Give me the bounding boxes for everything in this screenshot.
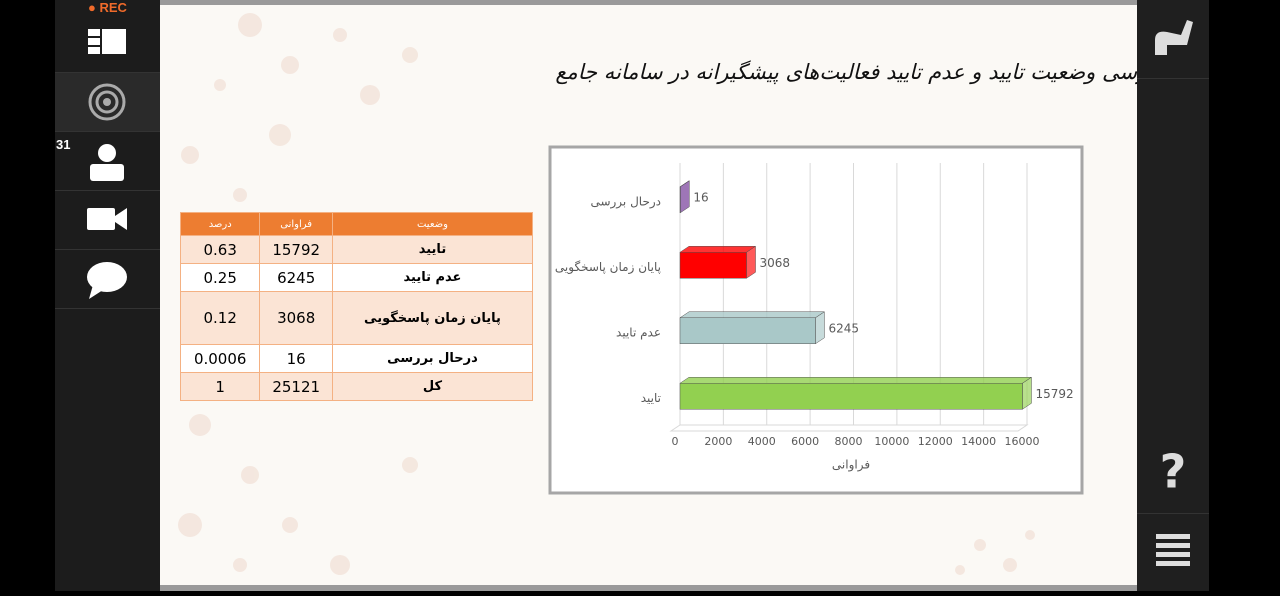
broadcast-icon (85, 82, 130, 122)
broadcast-button[interactable] (55, 73, 160, 132)
rec-label: REC (99, 0, 126, 15)
x-axis-label: فراوانی (832, 458, 870, 473)
chat-button[interactable] (55, 250, 160, 309)
x-tick-label: 0 (672, 435, 679, 448)
bar-top (680, 246, 756, 252)
value-label: 15792 (1035, 387, 1073, 401)
camera-icon (85, 200, 130, 240)
table-cell: 0.12 (181, 292, 260, 345)
value-label: 3068 (760, 256, 791, 270)
participants-icon (85, 141, 130, 185)
table-cell: عدم تایید (332, 264, 532, 292)
category-label: پایان زمان پاسخگویی (555, 260, 661, 275)
value-label: 6245 (828, 321, 859, 335)
table-cell: درحال بررسی (332, 345, 532, 373)
bar (680, 383, 1022, 409)
x-tick-label: 6000 (791, 435, 819, 448)
raise-hand-button[interactable] (1137, 0, 1209, 79)
bar-side (747, 246, 756, 278)
help-button[interactable]: ? (1137, 433, 1209, 514)
x-tick-label: 10000 (874, 435, 909, 448)
x-tick-label: 14000 (961, 435, 996, 448)
category-label: درحال بررسی (590, 194, 661, 209)
bar (680, 318, 815, 344)
layout-icon (85, 23, 130, 63)
svg-text:?: ? (1160, 445, 1187, 499)
table-cell: 3068 (260, 292, 333, 345)
chart: فراوانی 0 2000 4000 6000 8000 10000 12000 14000… (548, 145, 1084, 495)
chat-icon (85, 259, 130, 303)
layout-button[interactable] (55, 14, 160, 73)
menu-button[interactable] (1137, 514, 1209, 592)
participant-count: 31 (56, 137, 70, 152)
table-cell: 16 (260, 345, 333, 373)
x-tick-label: 4000 (748, 435, 776, 448)
menu-icon (1137, 514, 1209, 592)
right-toolbar: ? (1137, 0, 1209, 591)
table-cell: 1 (181, 373, 260, 401)
bar-side (680, 181, 689, 213)
table-cell: 25121 (260, 373, 333, 401)
bar-side (1022, 377, 1031, 409)
header-cell: وضعیت (332, 213, 532, 236)
table-cell: 6245 (260, 264, 333, 292)
camera-button[interactable] (55, 191, 160, 250)
x-tick-label: 2000 (704, 435, 732, 448)
category-label: عدم تایید (616, 325, 661, 339)
participants-button[interactable] (55, 132, 160, 191)
table-cell: 0.63 (181, 236, 260, 264)
table-cell: پایان زمان پاسخگویی (332, 292, 532, 345)
table-cell: کل (332, 373, 532, 401)
header-cell: فراوانی (260, 213, 333, 236)
value-label: 16 (693, 190, 708, 204)
help-icon: ? (1137, 433, 1209, 511)
hand-icon (1137, 0, 1209, 78)
bottom-bar (160, 585, 1137, 591)
bar-top (680, 377, 1031, 383)
header-cell: درصد (181, 213, 260, 236)
bar-side (815, 312, 824, 344)
table-cell: 0.0006 (181, 345, 260, 373)
rec-indicator: ● REC (88, 0, 127, 15)
bar (680, 252, 747, 278)
sidebar (55, 0, 160, 591)
slide-title: بررسی وضعیت تایید و عدم تایید فعالیت‌های… (540, 60, 1137, 84)
table-cell: 15792 (260, 236, 333, 264)
table-cell: 0.25 (181, 264, 260, 292)
table-cell: تایید (332, 236, 532, 264)
x-tick-label: 12000 (918, 435, 953, 448)
bar-top (680, 312, 824, 318)
x-tick-label: 8000 (835, 435, 863, 448)
category-label: تایید (641, 391, 661, 405)
x-tick-label: 16000 (1005, 435, 1040, 448)
